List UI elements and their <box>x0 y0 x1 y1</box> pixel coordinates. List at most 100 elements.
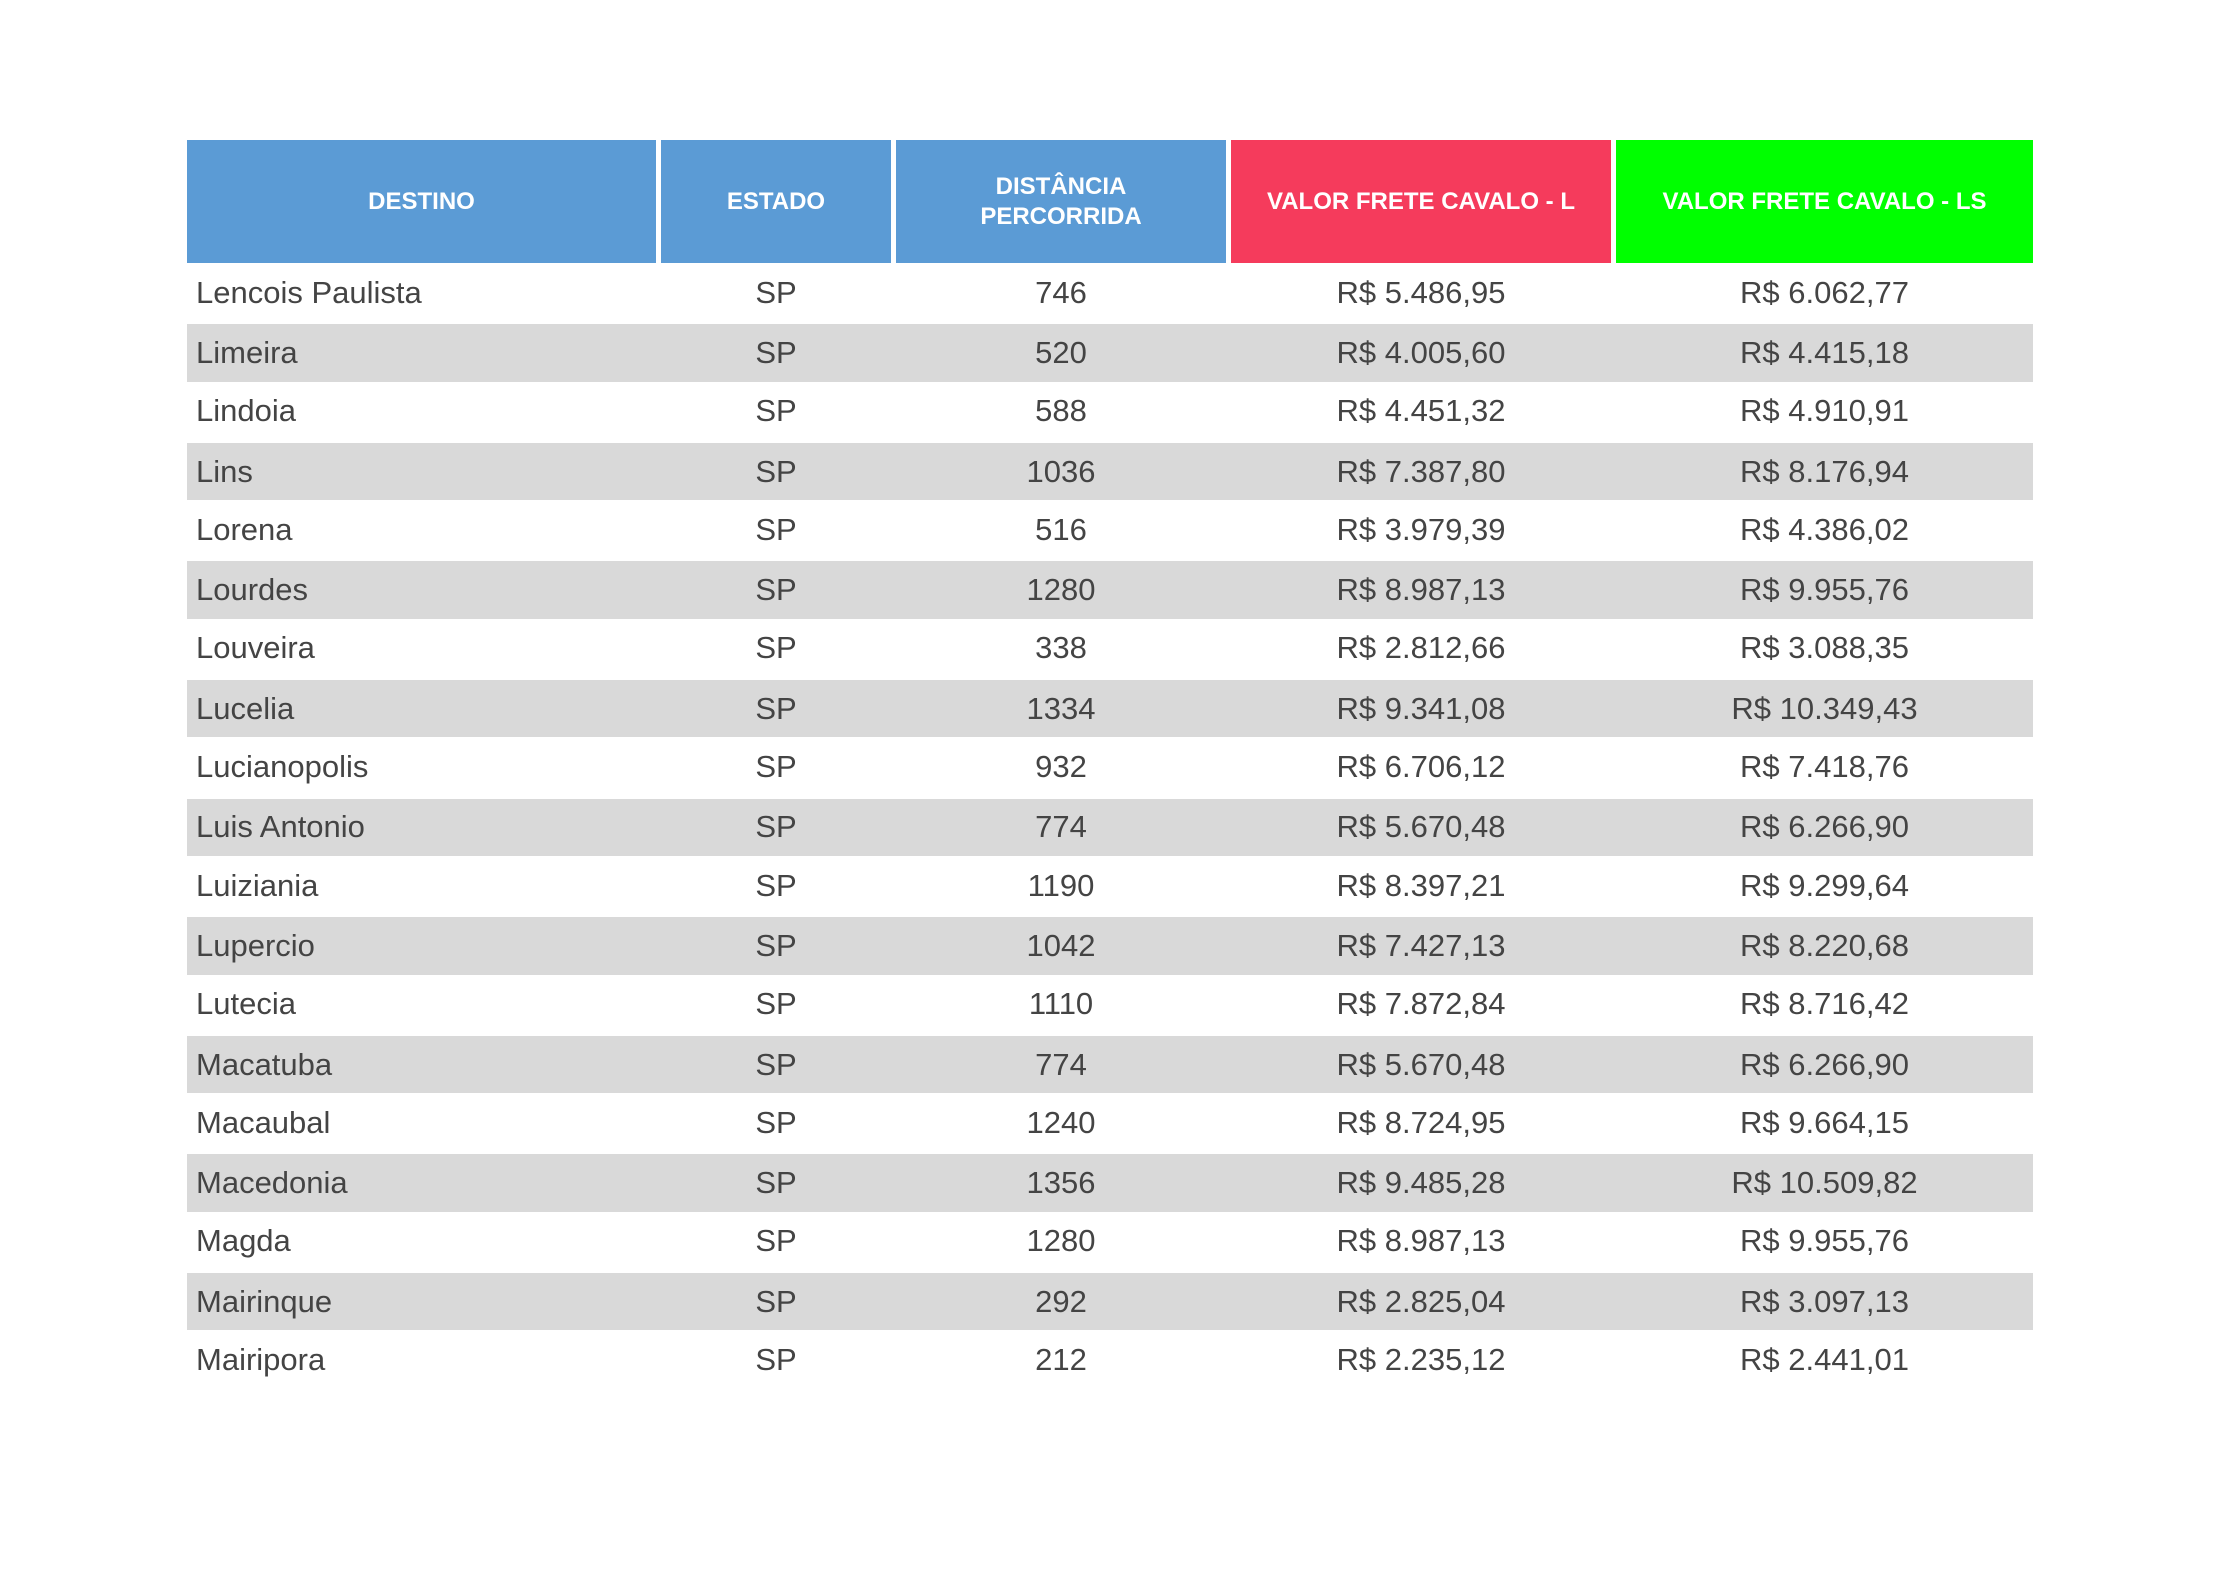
cell-valor-l: R$ 3.979,39 <box>1336 511 1506 547</box>
table-row: Lourdes SP 1280 R$ 8.987,13 R$ 9.955,76 <box>187 559 2033 619</box>
cell-distancia: 774 <box>1035 809 1087 845</box>
cell-distancia: 1356 <box>1026 1165 1096 1201</box>
cell-valor-l: R$ 4.451,32 <box>1336 393 1506 429</box>
cell-distancia: 774 <box>1035 1046 1087 1082</box>
cell-destino: Magda <box>196 1223 291 1259</box>
header-estado: ESTADO <box>661 140 891 263</box>
cell-destino: Mairinque <box>196 1283 333 1319</box>
cell-valor-l: R$ 4.005,60 <box>1336 334 1506 370</box>
table-row: Lupercio SP 1042 R$ 7.427,13 R$ 8.220,68 <box>187 915 2033 975</box>
cell-valor-l: R$ 9.485,28 <box>1336 1165 1506 1201</box>
cell-estado: SP <box>755 927 797 963</box>
table-row: Mairinque SP 292 R$ 2.825,04 R$ 3.097,13 <box>187 1271 2033 1331</box>
cell-destino: Macatuba <box>196 1046 333 1082</box>
cell-distancia: 746 <box>1035 274 1087 310</box>
cell-destino: Louveira <box>196 630 315 666</box>
cell-estado: SP <box>755 749 797 785</box>
cell-destino: Luiziania <box>196 867 319 903</box>
cell-valor-l: R$ 7.387,80 <box>1336 453 1506 489</box>
cell-estado: SP <box>755 1165 797 1201</box>
cell-estado: SP <box>755 1341 797 1377</box>
cell-valor-l: R$ 9.341,08 <box>1336 690 1506 726</box>
cell-valor-ls: R$ 3.097,13 <box>1740 1283 1909 1319</box>
cell-valor-ls: R$ 3.088,35 <box>1740 630 1909 666</box>
cell-valor-l: R$ 2.812,66 <box>1336 630 1506 666</box>
cell-destino: Macedonia <box>196 1165 348 1201</box>
cell-estado: SP <box>755 1283 797 1319</box>
cell-valor-ls: R$ 7.418,76 <box>1740 749 1909 785</box>
cell-estado: SP <box>755 809 797 845</box>
table-row: Lindoia SP 588 R$ 4.451,32 R$ 4.910,91 <box>187 382 2033 441</box>
cell-valor-ls: R$ 6.266,90 <box>1740 809 1909 845</box>
cell-valor-ls: R$ 4.386,02 <box>1740 511 1909 547</box>
cell-estado: SP <box>755 274 797 310</box>
cell-destino: Lorena <box>196 511 293 547</box>
cell-valor-ls: R$ 8.220,68 <box>1740 927 1909 963</box>
cell-valor-l: R$ 2.825,04 <box>1336 1283 1506 1319</box>
cell-valor-l: R$ 5.670,48 <box>1336 1046 1506 1082</box>
cell-valor-ls: R$ 2.441,01 <box>1740 1341 1909 1377</box>
cell-valor-ls: R$ 8.716,42 <box>1740 986 1909 1022</box>
cell-destino: Limeira <box>196 334 298 370</box>
cell-valor-ls: R$ 9.664,15 <box>1740 1104 1909 1140</box>
cell-estado: SP <box>755 1046 797 1082</box>
freight-table: DESTINO ESTADO DISTÂNCIA PERCORRIDA VALO… <box>187 140 2033 1390</box>
table-header: DESTINO ESTADO DISTÂNCIA PERCORRIDA VALO… <box>187 140 2033 263</box>
cell-destino: Lucelia <box>196 690 295 726</box>
cell-estado: SP <box>755 867 797 903</box>
cell-valor-ls: R$ 9.955,76 <box>1740 1223 1909 1259</box>
header-distancia: DISTÂNCIA PERCORRIDA <box>896 140 1226 263</box>
cell-distancia: 1334 <box>1026 690 1096 726</box>
cell-distancia: 338 <box>1035 630 1087 666</box>
cell-valor-l: R$ 7.872,84 <box>1336 986 1506 1022</box>
cell-destino: Lins <box>196 453 253 489</box>
cell-distancia: 212 <box>1035 1341 1087 1377</box>
cell-estado: SP <box>755 1104 797 1140</box>
cell-valor-ls: R$ 9.955,76 <box>1740 572 1909 608</box>
cell-valor-ls: R$ 9.299,64 <box>1740 867 1909 903</box>
table-row: Macatuba SP 774 R$ 5.670,48 R$ 6.266,90 <box>187 1033 2033 1094</box>
cell-estado: SP <box>755 453 797 489</box>
cell-valor-ls: R$ 6.062,77 <box>1740 274 1909 310</box>
cell-estado: SP <box>755 630 797 666</box>
cell-valor-l: R$ 2.235,12 <box>1336 1341 1506 1377</box>
cell-valor-ls: R$ 10.509,82 <box>1731 1165 1918 1201</box>
cell-distancia: 588 <box>1035 393 1087 429</box>
cell-distancia: 520 <box>1035 334 1087 370</box>
cell-estado: SP <box>755 572 797 608</box>
cell-distancia: 1280 <box>1026 1223 1096 1259</box>
cell-destino: Lindoia <box>196 393 296 429</box>
cell-estado: SP <box>755 1223 797 1259</box>
table-row: Mairipora SP 212 R$ 2.235,12 R$ 2.441,01 <box>187 1330 2033 1389</box>
cell-distancia: 932 <box>1035 749 1087 785</box>
cell-valor-ls: R$ 4.910,91 <box>1740 393 1909 429</box>
cell-destino: Lupercio <box>196 927 315 963</box>
table-row: Luiziania SP 1190 R$ 8.397,21 R$ 9.299,64 <box>187 856 2033 915</box>
table-row: Luis Antonio SP 774 R$ 5.670,48 R$ 6.266,90 <box>187 796 2033 856</box>
cell-valor-ls: R$ 4.415,18 <box>1740 334 1909 370</box>
header-destino: DESTINO <box>187 140 656 263</box>
cell-destino: Luis Antonio <box>196 809 365 845</box>
cell-valor-l: R$ 5.486,95 <box>1336 274 1506 310</box>
cell-distancia: 1240 <box>1026 1104 1096 1140</box>
header-valor-l: VALOR FRETE CAVALO - L <box>1231 140 1611 263</box>
cell-distancia: 1110 <box>1028 986 1094 1022</box>
cell-destino: Lucianopolis <box>196 749 369 785</box>
cell-destino: Lencois Paulista <box>196 274 422 310</box>
cell-valor-l: R$ 8.397,21 <box>1336 867 1506 903</box>
table-row: Louveira SP 338 R$ 2.812,66 R$ 3.088,35 <box>187 619 2033 678</box>
table-row: Lins SP 1036 R$ 7.387,80 R$ 8.176,94 <box>187 440 2033 501</box>
cell-valor-l: R$ 8.987,13 <box>1336 572 1506 608</box>
table-row: Lorena SP 516 R$ 3.979,39 R$ 4.386,02 <box>187 500 2033 559</box>
header-valor-ls: VALOR FRETE CAVALO - LS <box>1616 140 2033 263</box>
table-row: Lucelia SP 1334 R$ 9.341,08 R$ 10.349,43 <box>187 678 2033 738</box>
table-row: Lucianopolis SP 932 R$ 6.706,12 R$ 7.418,76 <box>187 737 2033 796</box>
table-row: Limeira SP 520 R$ 4.005,60 R$ 4.415,18 <box>187 322 2033 382</box>
table-row: Macaubal SP 1240 R$ 8.724,95 R$ 9.664,15 <box>187 1093 2033 1152</box>
cell-valor-ls: R$ 10.349,43 <box>1731 690 1918 726</box>
table-row: Magda SP 1280 R$ 8.987,13 R$ 9.955,76 <box>187 1212 2033 1271</box>
cell-destino: Lutecia <box>196 986 296 1022</box>
cell-distancia: 292 <box>1035 1283 1087 1319</box>
cell-destino: Macaubal <box>196 1104 331 1140</box>
cell-estado: SP <box>755 690 797 726</box>
